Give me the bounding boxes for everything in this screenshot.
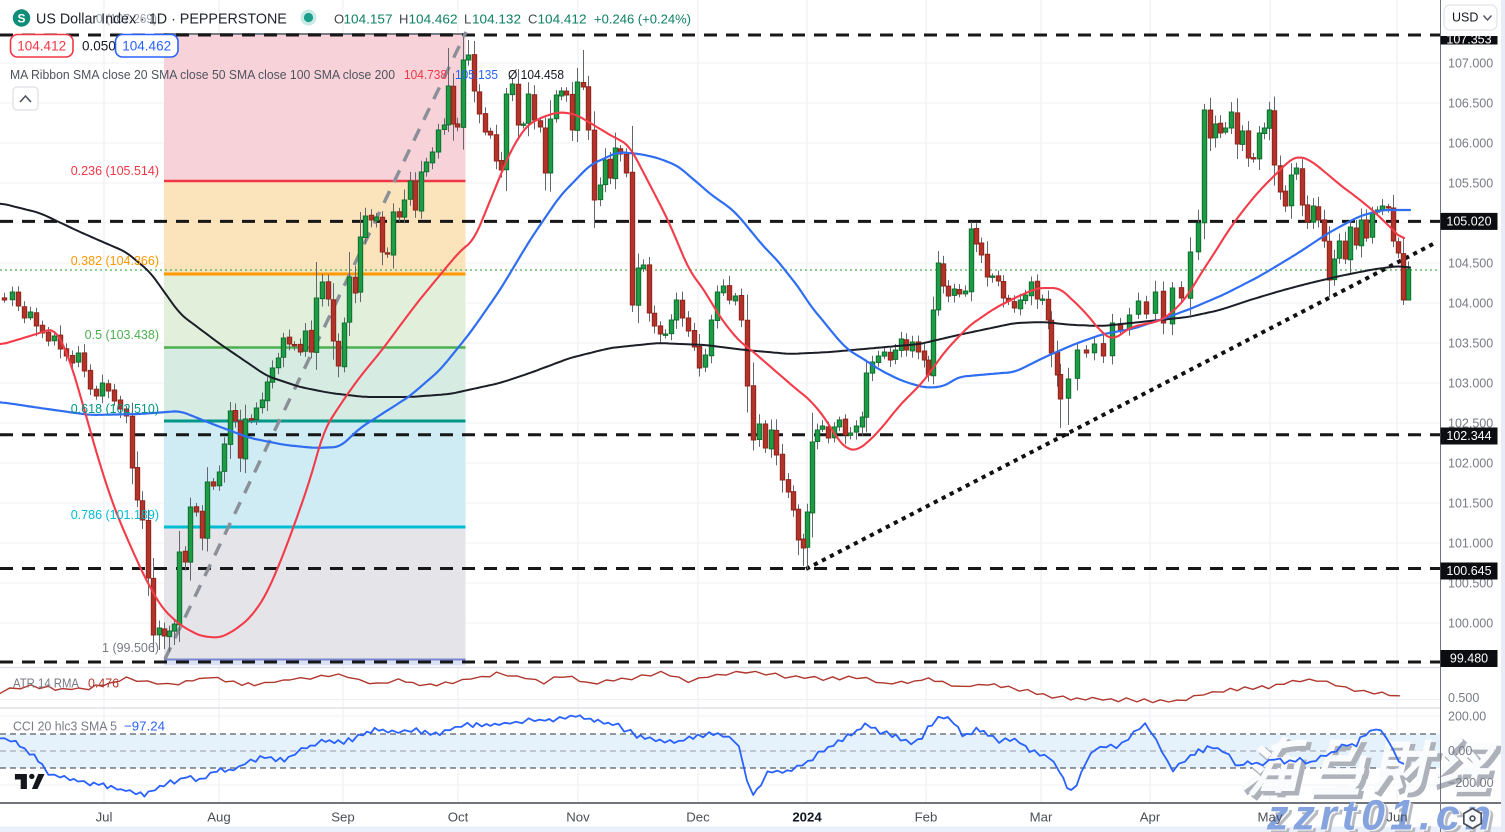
svg-text:100.000: 100.000 [1448, 617, 1493, 631]
svg-text:Nov: Nov [566, 810, 590, 825]
svg-text:2024: 2024 [792, 810, 822, 825]
svg-text:99.480: 99.480 [1450, 652, 1488, 666]
svg-text:O: O [334, 12, 344, 27]
svg-text:Jun: Jun [1386, 810, 1407, 825]
svg-text:102.500: 102.500 [1448, 417, 1493, 431]
svg-text:zzrt01.cn: zzrt01.cn [1268, 793, 1498, 832]
svg-text:+0.246 (+0.24%): +0.246 (+0.24%) [594, 12, 691, 27]
svg-text:103.000: 103.000 [1448, 377, 1493, 391]
svg-text:105.020: 105.020 [1446, 215, 1491, 229]
svg-text:Jul: Jul [96, 810, 113, 825]
svg-text:101.000: 101.000 [1448, 537, 1493, 551]
svg-text:1 (99.506): 1 (99.506) [102, 641, 159, 655]
svg-text:L: L [464, 12, 471, 27]
svg-text:104.132: 104.132 [472, 12, 521, 27]
svg-text:H: H [399, 12, 408, 27]
svg-text:Ø 104.458: Ø 104.458 [508, 67, 564, 82]
svg-text:−200.00: −200.00 [1448, 776, 1494, 790]
svg-text:USD: USD [1452, 11, 1478, 25]
svg-text:104.462: 104.462 [122, 39, 171, 54]
svg-text:104.000: 104.000 [1448, 297, 1493, 311]
svg-text:Sep: Sep [331, 810, 354, 825]
svg-text:Feb: Feb [915, 810, 938, 825]
svg-text:zzrt01.cn: zzrt01.cn [1266, 792, 1496, 832]
svg-text:Dec: Dec [686, 810, 710, 825]
svg-text:104.412: 104.412 [538, 12, 587, 27]
svg-text:107.000: 107.000 [1448, 57, 1493, 71]
svg-text:0 (107.269): 0 (107.269) [96, 12, 157, 26]
svg-text:CCI 20 hlc3 SMA 5: CCI 20 hlc3 SMA 5 [13, 719, 117, 734]
svg-text:ATR 14 RMA: ATR 14 RMA [13, 676, 79, 691]
svg-text:0.050: 0.050 [82, 39, 116, 54]
svg-text:0.00: 0.00 [1448, 744, 1472, 758]
svg-text:100.645: 100.645 [1446, 564, 1491, 578]
svg-text:104.412: 104.412 [17, 39, 66, 54]
svg-text:107.353: 107.353 [1446, 32, 1491, 46]
svg-text:200.00: 200.00 [1448, 710, 1486, 724]
svg-text:0.5 (103.438): 0.5 (103.438) [85, 328, 159, 342]
svg-text:104.157: 104.157 [344, 12, 393, 27]
svg-text:US Dollar Index · 1D · PEPPERS: US Dollar Index · 1D · PEPPERSTONE [36, 12, 287, 28]
svg-text:104.738: 104.738 [404, 67, 447, 82]
svg-text:102.000: 102.000 [1448, 457, 1493, 471]
svg-text:MA Ribbon SMA close 20 SMA clo: MA Ribbon SMA close 20 SMA close 50 SMA … [10, 67, 395, 82]
svg-text:0.500: 0.500 [1448, 691, 1479, 705]
svg-text:0.618 (102.510): 0.618 (102.510) [71, 402, 159, 416]
svg-text:100.500: 100.500 [1448, 577, 1493, 591]
svg-text:0.786 (101.189): 0.786 (101.189) [71, 508, 159, 522]
svg-text:106.000: 106.000 [1448, 137, 1493, 151]
svg-text:S: S [17, 12, 25, 26]
svg-text:105.500: 105.500 [1448, 177, 1493, 191]
svg-text:0.382 (104.366): 0.382 (104.366) [71, 254, 159, 268]
svg-text:C: C [528, 12, 537, 27]
svg-text:Aug: Aug [207, 810, 230, 825]
svg-text:Apr: Apr [1140, 810, 1161, 825]
svg-text:May: May [1258, 810, 1283, 825]
svg-text:104.462: 104.462 [409, 12, 458, 27]
svg-text:102.344: 102.344 [1446, 429, 1491, 443]
svg-text:−97.24: −97.24 [124, 719, 165, 734]
svg-text:101.500: 101.500 [1448, 497, 1493, 511]
svg-text:0.476: 0.476 [88, 676, 119, 691]
svg-text:103.500: 103.500 [1448, 337, 1493, 351]
svg-text:zzrt01.cn: zzrt01.cn [1270, 795, 1500, 832]
svg-text:Oct: Oct [448, 810, 469, 825]
svg-text:0.236 (105.514): 0.236 (105.514) [71, 164, 159, 178]
svg-text:105.135: 105.135 [455, 67, 498, 82]
svg-text:104.500: 104.500 [1448, 257, 1493, 271]
svg-text:106.500: 106.500 [1448, 97, 1493, 111]
svg-text:Mar: Mar [1030, 810, 1053, 825]
